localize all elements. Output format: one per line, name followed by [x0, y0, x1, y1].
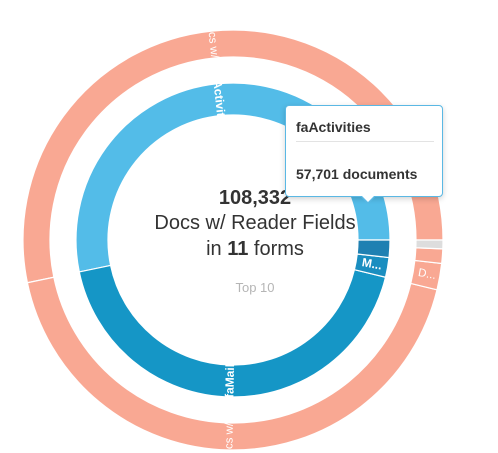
center-caption: Docs w/ Reader Fields [154, 212, 356, 234]
center-forms-prefix: in [206, 238, 228, 260]
slice-label-outer-1: Docs w/ ... [223, 410, 236, 453]
tooltip-value: 57,701 documents [296, 166, 418, 182]
center-subtitle: Top 10 [235, 280, 275, 295]
outer-slice-0[interactable] [22, 29, 444, 284]
center-forms-suffix: forms [248, 238, 304, 260]
tooltip-divider [296, 141, 434, 142]
slice-labels: Docs w/ ... Docs w/ ... D... faActiviti... f… [204, 17, 437, 453]
center-forms-line: in 11 forms [98, 236, 412, 262]
center-forms-count: 11 [227, 238, 249, 260]
outer-ring [22, 29, 444, 451]
chart-tooltip: faActivities 57,701 documents [285, 105, 443, 204]
tooltip-title: faActivities [296, 119, 371, 135]
slice-label-inner-2: M... [361, 255, 383, 272]
slice-label-outer-2: D... [417, 267, 437, 282]
inner-slice-3[interactable] [356, 239, 391, 259]
outer-slice-4[interactable] [415, 239, 444, 250]
tooltip-arrow-inner [361, 195, 375, 202]
chart-center: 108,332 Docs w/ Reader Fields in 11 form… [98, 186, 412, 295]
slice-label-inner-0: faActiviti... [209, 69, 229, 131]
outer-slice-3[interactable] [414, 247, 444, 265]
center-total: 108,332 [218, 187, 292, 209]
slice-label-inner-1: faMail [222, 364, 237, 398]
slice-label-outer-0: Docs w/ ... [204, 17, 221, 72]
